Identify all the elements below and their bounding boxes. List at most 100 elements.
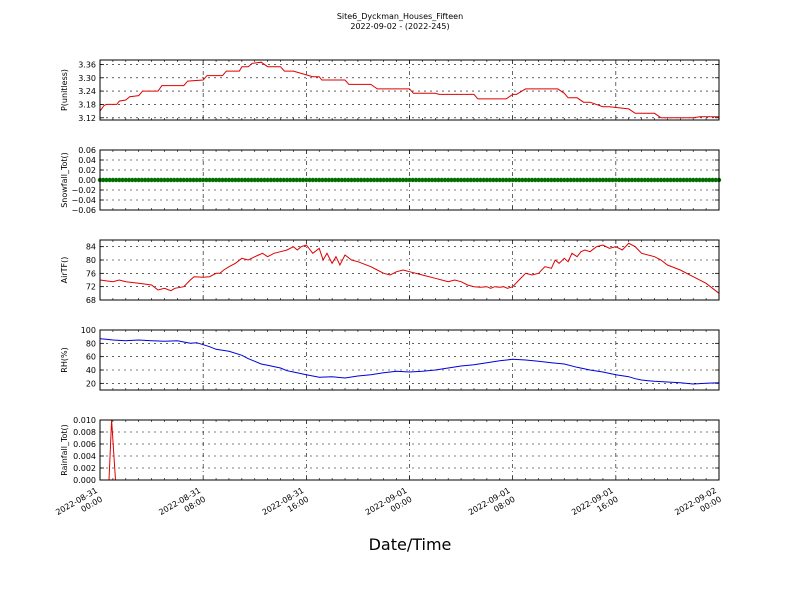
snowfall-point	[629, 177, 635, 183]
snowfall-point	[378, 177, 383, 183]
snowfall-point	[265, 177, 270, 183]
snowfall-point	[491, 177, 496, 183]
snowfall-point	[478, 177, 483, 183]
y-tick-label: 80	[86, 256, 96, 265]
y-tick-label: 3.18	[78, 100, 96, 109]
y-tick-label: 3.30	[78, 74, 96, 83]
subplot-frame	[99, 59, 720, 121]
series-line	[99, 242, 720, 294]
snowfall-point	[336, 177, 341, 183]
snowfall-point	[691, 177, 696, 183]
snowfall-point	[639, 177, 644, 183]
snowfall-point	[217, 177, 222, 183]
snowfall-point	[526, 177, 531, 183]
snowfall-point	[242, 177, 248, 183]
snowfall-point	[375, 177, 380, 183]
y-tick-label: 84	[86, 243, 96, 252]
snowfall-point	[165, 177, 170, 183]
x-axis-label: Date/Time	[369, 535, 452, 554]
snowfall-point	[529, 177, 535, 183]
snowfall-point	[381, 177, 386, 183]
subplot-1: 3.12 3.18 3.24 3.30 3.36 P(unitless)	[60, 59, 720, 123]
snowfall-point	[323, 177, 328, 183]
snowfall-point	[655, 177, 660, 183]
snowfall-point	[581, 177, 586, 183]
snowfall-point	[545, 177, 551, 183]
snowfall-point	[362, 177, 367, 183]
snowfall-point	[542, 177, 548, 183]
x-tick-label: 2022-09-0116:00	[570, 486, 620, 526]
snowfall-point	[210, 177, 216, 183]
snowfall-point	[326, 177, 332, 183]
snowfall-point	[152, 177, 158, 183]
snowfall-point	[494, 177, 499, 183]
snowfall-point	[194, 177, 199, 183]
snowfall-point	[539, 177, 544, 183]
snowfall-point	[671, 177, 677, 183]
y-tick-label: 100	[81, 326, 96, 335]
y-tick-label: 3.24	[78, 87, 96, 96]
subplot-group: 3.123.183.243.303.36P(unitless)0.060.040…	[60, 59, 722, 485]
snowfall-point	[204, 177, 209, 183]
snowfall-point	[384, 177, 390, 183]
snowfall-point	[687, 177, 693, 183]
snowfall-point	[420, 177, 425, 183]
snowfall-point	[610, 177, 615, 183]
snowfall-point	[587, 177, 593, 183]
snowfall-point	[200, 177, 206, 183]
snowfall-point	[552, 177, 557, 183]
snowfall-point	[613, 177, 619, 183]
snowfall-point	[642, 177, 648, 183]
snowfall-point	[710, 177, 715, 183]
snowfall-point	[661, 177, 667, 183]
snowfall-point	[400, 177, 406, 183]
snowfall-point	[458, 177, 464, 183]
snowfall-point	[697, 177, 702, 183]
y-tick-label: 0.04	[78, 156, 96, 165]
snowfall-point	[133, 177, 138, 183]
snowfall-point	[252, 177, 257, 183]
x-tick-label: 2022-09-0100:00	[364, 486, 414, 526]
snowfall-point	[188, 177, 193, 183]
snowfall-point	[123, 177, 128, 183]
snowfall-point	[404, 177, 409, 183]
y-tick-label: −0.06	[71, 206, 96, 215]
subplot-frame	[99, 329, 720, 391]
snowfall-point	[281, 177, 286, 183]
y-tick-label: 0.02	[78, 166, 96, 175]
snowfall-point	[433, 177, 438, 183]
snowfall-point	[391, 177, 396, 183]
subplot-frame	[99, 149, 720, 211]
snowfall-point	[223, 177, 228, 183]
snowfall-point	[239, 177, 245, 183]
snowfall-point	[313, 177, 319, 183]
snowfall-point	[694, 177, 699, 183]
y-tick-label: 0.000	[73, 476, 96, 485]
snowfall-point	[707, 177, 712, 183]
snowfall-point	[284, 177, 290, 183]
snowfall-point	[117, 177, 122, 183]
snowfall-point	[139, 177, 145, 183]
snowfall-point	[291, 177, 296, 183]
snowfall-point	[207, 177, 212, 183]
snowfall-point	[329, 177, 335, 183]
snowfall-point	[649, 177, 654, 183]
subplot-2: 0.060.040.020.00−0.02−0.04−0.06Snowfall_…	[60, 146, 722, 215]
snowfall-point	[700, 177, 706, 183]
snowfall-point	[162, 177, 167, 183]
snowfall-point	[288, 177, 293, 183]
y-tick-label: −0.02	[71, 186, 96, 195]
snowfall-point	[684, 177, 689, 183]
y-tick-label: −0.04	[71, 196, 96, 205]
snowfall-point	[523, 177, 528, 183]
snowfall-point	[445, 177, 451, 183]
snowfall-point	[555, 177, 561, 183]
snowfall-point	[516, 177, 522, 183]
snowfall-point	[565, 177, 570, 183]
snowfall-point	[674, 177, 680, 183]
snowfall-point	[436, 177, 441, 183]
subplot-4: 20 40 60 80 100 RH(%)	[60, 326, 720, 391]
y-axis-label: P(unitless)	[60, 69, 69, 111]
snowfall-point	[616, 177, 622, 183]
snowfall-point	[465, 177, 470, 183]
